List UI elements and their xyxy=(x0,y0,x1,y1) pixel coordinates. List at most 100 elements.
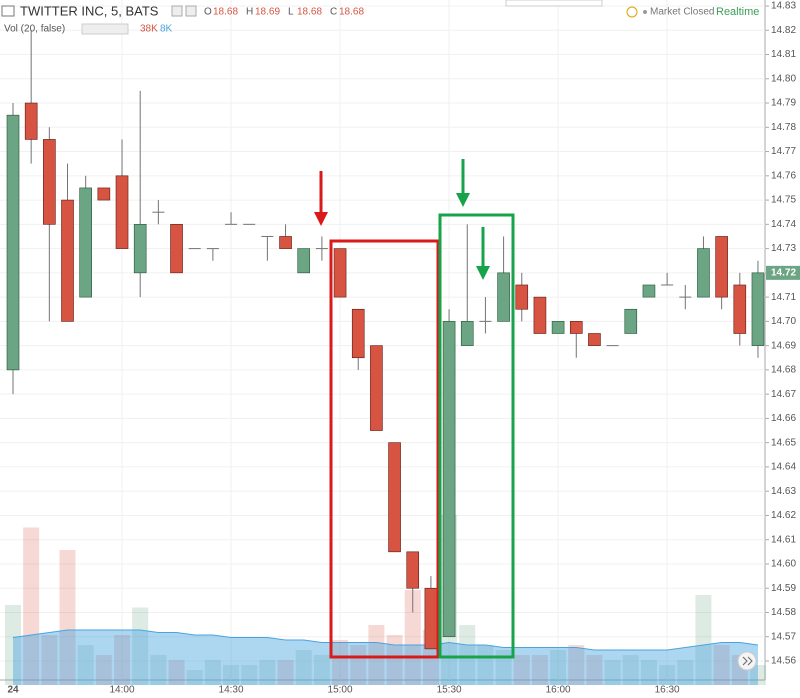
volume-bar xyxy=(332,640,349,685)
y-tick-label: 14.71 xyxy=(771,292,796,303)
x-tick-label: 14:00 xyxy=(110,685,135,696)
volume-value: 38K xyxy=(140,24,158,35)
ohlc-key: C xyxy=(330,7,337,18)
candle-body xyxy=(61,199,74,322)
ohlc-value: 18.68 xyxy=(297,7,322,18)
dropdown-edge[interactable] xyxy=(505,0,603,7)
candle-body xyxy=(388,442,401,553)
volume-bar xyxy=(204,660,221,685)
y-tick-label: 14.70 xyxy=(771,316,796,327)
y-tick-label: 14.68 xyxy=(771,365,796,376)
candle-body xyxy=(97,187,111,201)
y-tick-label: 14.64 xyxy=(771,462,796,473)
volume-bar xyxy=(368,625,385,685)
candle-body xyxy=(715,236,728,298)
volume-bar xyxy=(59,550,76,685)
volume-bar xyxy=(586,655,603,685)
volume-ma-line xyxy=(12,629,759,651)
volume-bar xyxy=(677,660,694,685)
red-box xyxy=(329,239,440,659)
candle-body xyxy=(133,224,147,274)
candle-body xyxy=(533,296,547,334)
candle-body xyxy=(79,187,92,298)
volume-bar xyxy=(640,660,657,685)
candle-body xyxy=(6,114,20,371)
volume-bar xyxy=(313,655,330,685)
volume-bar xyxy=(186,670,203,685)
icons[interactable] xyxy=(81,23,129,35)
market-status: Market Closed xyxy=(650,7,714,18)
y-tick-label: 14.66 xyxy=(771,413,796,424)
candle-body xyxy=(624,308,638,334)
volume-bar xyxy=(41,635,58,685)
ohlc-value: 18.68 xyxy=(339,7,364,18)
candle-body xyxy=(333,248,347,298)
volume-bar xyxy=(114,635,131,685)
volume-bar xyxy=(749,665,766,685)
ohlc-legend: O 18.68 H 18.69 L 18.68 C 18.68 xyxy=(204,7,364,18)
axes: 14.56 14.57 14.58 14.59 14.60 14.61 14.62 14.63… xyxy=(7,1,800,696)
volume-bar xyxy=(223,665,240,685)
volume-bar xyxy=(241,665,258,685)
feed: Realtime xyxy=(716,6,759,18)
candle-body xyxy=(370,345,383,431)
y-tick-label: 14.74 xyxy=(771,219,796,230)
volume-bar xyxy=(713,645,730,685)
candle-body xyxy=(569,321,583,334)
volume-bar xyxy=(132,607,149,685)
candle-body xyxy=(170,224,183,274)
volume-bar xyxy=(295,650,312,685)
y-tick-label: 14.73 xyxy=(771,243,796,254)
candles xyxy=(6,30,765,650)
x-tick-label: 15:30 xyxy=(437,685,462,696)
volume-bar xyxy=(23,527,40,685)
arrow-head xyxy=(476,266,490,280)
y-tick-label: 14.77 xyxy=(771,146,796,157)
candle-body xyxy=(642,284,656,298)
icon[interactable] xyxy=(171,5,183,17)
clock-icon xyxy=(626,6,638,18)
volume-bar xyxy=(495,650,512,685)
candle-body xyxy=(515,284,529,310)
y-tick-label: 14.59 xyxy=(771,583,796,594)
volume-bar xyxy=(550,650,567,685)
candle-body xyxy=(279,236,292,249)
candle-body xyxy=(406,551,420,589)
volume-bar xyxy=(568,645,585,685)
candle-body xyxy=(460,321,474,346)
candle-body xyxy=(697,248,710,298)
volume-ma-value: 8K xyxy=(160,24,173,35)
volume-bar xyxy=(5,605,21,685)
y-tick-label: 14.58 xyxy=(771,607,796,618)
volume-bar xyxy=(168,660,185,685)
volume-legend: Vol (20, false) xyxy=(4,24,65,35)
y-tick-label: 14.65 xyxy=(771,437,796,448)
y-tick-label: 14.75 xyxy=(771,195,796,206)
x-tick-label: 16:30 xyxy=(655,685,680,696)
y-tick-label: 14.67 xyxy=(771,389,796,400)
ohlc-key: H xyxy=(246,7,253,18)
candle-body xyxy=(115,175,129,249)
ohlc-value: 18.69 xyxy=(255,7,280,18)
y-tick-label: 14.76 xyxy=(771,170,796,181)
volume-bar xyxy=(386,635,403,685)
y-tick-label: 14.78 xyxy=(771,122,796,133)
volume-bar xyxy=(513,655,530,685)
ohlc-key: O xyxy=(204,7,212,18)
volume-bar xyxy=(604,660,621,685)
candle-body xyxy=(551,321,565,334)
status-dot xyxy=(643,10,647,14)
last-price-box xyxy=(766,265,800,280)
y-tick-label: 14.60 xyxy=(771,559,796,570)
x-tick-label: 15:00 xyxy=(328,685,353,696)
candle-body xyxy=(751,272,765,346)
y-tick-label: 14.62 xyxy=(771,510,796,521)
volume-bar xyxy=(459,625,476,685)
volume-bar xyxy=(277,660,294,685)
candle-body xyxy=(297,248,311,274)
icon[interactable] xyxy=(185,5,197,17)
menu-icon[interactable] xyxy=(1,5,15,17)
ohlc-key: L xyxy=(288,7,294,18)
